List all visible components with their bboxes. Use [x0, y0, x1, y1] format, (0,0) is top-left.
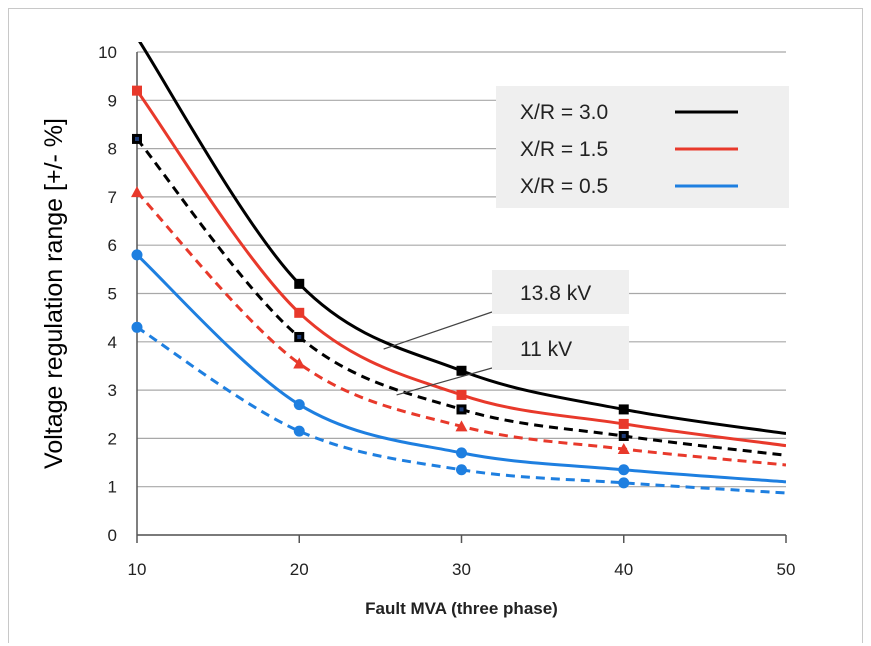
x-tick-label: 50	[777, 560, 796, 579]
series-marker-circle	[456, 464, 467, 476]
series-line-solid	[138, 42, 786, 436]
series-marker-center	[621, 433, 626, 438]
y-tick-label: 10	[98, 43, 117, 62]
series-marker-square	[132, 85, 142, 96]
series-line-solid	[135, 89, 786, 448]
legend-label: X/R = 1.5	[520, 138, 608, 161]
legend-label: X/R = 3.0	[520, 101, 608, 124]
y-tick-label: 0	[108, 526, 117, 545]
series-marker-square	[294, 307, 305, 318]
y-tick-label: 3	[108, 381, 117, 400]
series-marker-square	[618, 404, 629, 415]
series-marker-center	[135, 136, 139, 141]
x-axis-label: Fault MVA (three phase)	[365, 599, 558, 618]
series-marker-triangle	[293, 357, 306, 369]
series-marker-circle	[618, 464, 630, 476]
x-tick-label: 10	[128, 560, 147, 579]
legend-box	[496, 86, 789, 208]
series-marker-square	[618, 418, 629, 429]
marker-group	[131, 85, 630, 489]
annotation-label: 11 kV	[520, 338, 572, 361]
series-marker-circle	[131, 249, 143, 261]
tick-labels: 0 1 2 3 4 5 6 7 8 9 10 10 20 30 40 50	[98, 43, 795, 579]
series-line-dashed	[135, 191, 786, 467]
legend: X/R = 3.0 X/R = 1.5 X/R = 0.5	[496, 86, 789, 208]
annotation-box	[492, 270, 629, 314]
legend-label: X/R = 0.5	[520, 175, 608, 198]
series-marker-center	[459, 407, 464, 412]
y-tick-label: 1	[108, 478, 117, 497]
x-tick-label: 40	[614, 560, 633, 579]
series-line-solid	[135, 253, 786, 484]
series-marker-triangle	[455, 420, 468, 432]
y-tick-label: 7	[108, 188, 117, 207]
series-marker-circle	[131, 321, 143, 333]
series-marker-square	[456, 365, 467, 376]
series-marker-triangle	[131, 186, 143, 198]
series-marker-square	[456, 389, 467, 400]
annotation-leader-line	[396, 367, 493, 396]
y-tick-label: 2	[108, 429, 117, 448]
y-tick-label: 6	[108, 236, 117, 255]
series-marker-circle	[293, 425, 305, 437]
series-marker-circle	[618, 477, 630, 489]
series-marker-square	[294, 278, 305, 289]
annotation-box	[492, 326, 629, 370]
series-marker-triangle	[617, 443, 630, 455]
annotation-leader-line	[383, 311, 493, 350]
series-marker-circle	[293, 399, 305, 411]
series-marker-center	[297, 334, 302, 339]
series-line-dashed	[135, 137, 786, 457]
y-axis-label: Voltage regulation range [+/- %]	[40, 118, 68, 469]
series-marker-circle	[456, 447, 467, 459]
chart-frame	[8, 8, 863, 643]
y-tick-label: 9	[108, 91, 117, 110]
axes	[136, 52, 787, 543]
x-tick-label: 20	[290, 560, 309, 579]
x-tick-label: 30	[452, 560, 471, 579]
y-tick-label: 4	[108, 333, 117, 352]
annotation-label: 13.8 kV	[520, 282, 591, 305]
y-tick-label: 5	[108, 285, 117, 304]
y-tick-label: 8	[108, 140, 117, 159]
annotations: 13.8 kV 11 kV	[383, 270, 629, 396]
